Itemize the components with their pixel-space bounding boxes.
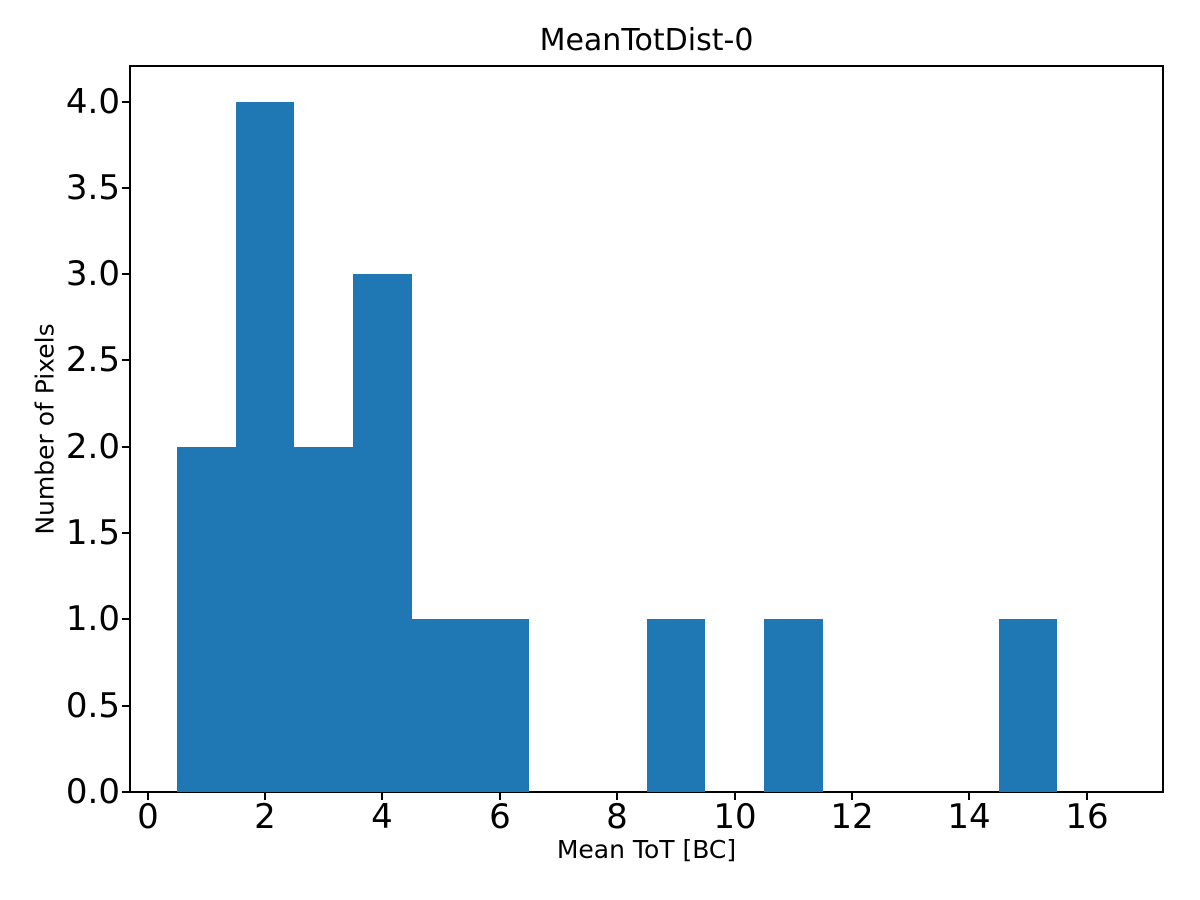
histogram-bar	[236, 102, 294, 792]
histogram-bar	[294, 447, 353, 792]
y-tick-mark	[122, 273, 130, 275]
x-tick-mark	[1086, 792, 1088, 800]
x-tick-label: 16	[1065, 797, 1109, 837]
x-tick-mark	[147, 792, 149, 800]
y-tick-label: 1.5	[65, 513, 120, 553]
histogram-bar	[353, 274, 412, 792]
y-tick-mark	[122, 446, 130, 448]
x-tick-label: 10	[713, 797, 757, 837]
x-tick-mark	[734, 792, 736, 800]
histogram-bar	[470, 619, 529, 792]
x-tick-label: 2	[254, 797, 276, 837]
y-tick-label: 2.0	[65, 427, 120, 467]
x-tick-mark	[499, 792, 501, 800]
x-tick-mark	[616, 792, 618, 800]
x-tick-label: 0	[137, 797, 159, 837]
histogram-bar	[999, 619, 1057, 792]
y-tick-label: 1.0	[65, 599, 120, 639]
x-tick-mark	[381, 792, 383, 800]
x-tick-mark	[968, 792, 970, 800]
histogram-bar	[177, 447, 236, 792]
x-tick-mark	[851, 792, 853, 800]
x-tick-label: 4	[371, 797, 393, 837]
histogram-bar	[412, 619, 470, 792]
y-tick-label: 3.0	[65, 254, 120, 294]
x-tick-mark	[264, 792, 266, 800]
y-tick-label: 4.0	[65, 82, 120, 122]
y-tick-mark	[122, 618, 130, 620]
y-tick-mark	[122, 101, 130, 103]
histogram-bar	[764, 619, 823, 792]
y-axis-label: Number of Pixels	[30, 323, 60, 535]
x-tick-label: 6	[489, 797, 511, 837]
plot-area	[129, 65, 1164, 793]
x-tick-label: 14	[947, 797, 991, 837]
y-tick-mark	[122, 532, 130, 534]
y-tick-mark	[122, 359, 130, 361]
chart-title: MeanTotDist-0	[539, 23, 754, 58]
histogram-bar	[647, 619, 705, 792]
y-tick-label: 0.5	[65, 686, 120, 726]
y-tick-label: 0.0	[65, 772, 120, 812]
y-tick-mark	[122, 187, 130, 189]
y-tick-mark	[122, 705, 130, 707]
y-tick-label: 3.5	[65, 168, 120, 208]
y-tick-label: 2.5	[65, 340, 120, 380]
x-tick-label: 8	[606, 797, 628, 837]
x-axis-label: Mean ToT [BC]	[556, 835, 737, 864]
x-tick-label: 12	[830, 797, 874, 837]
y-tick-mark	[122, 791, 130, 793]
